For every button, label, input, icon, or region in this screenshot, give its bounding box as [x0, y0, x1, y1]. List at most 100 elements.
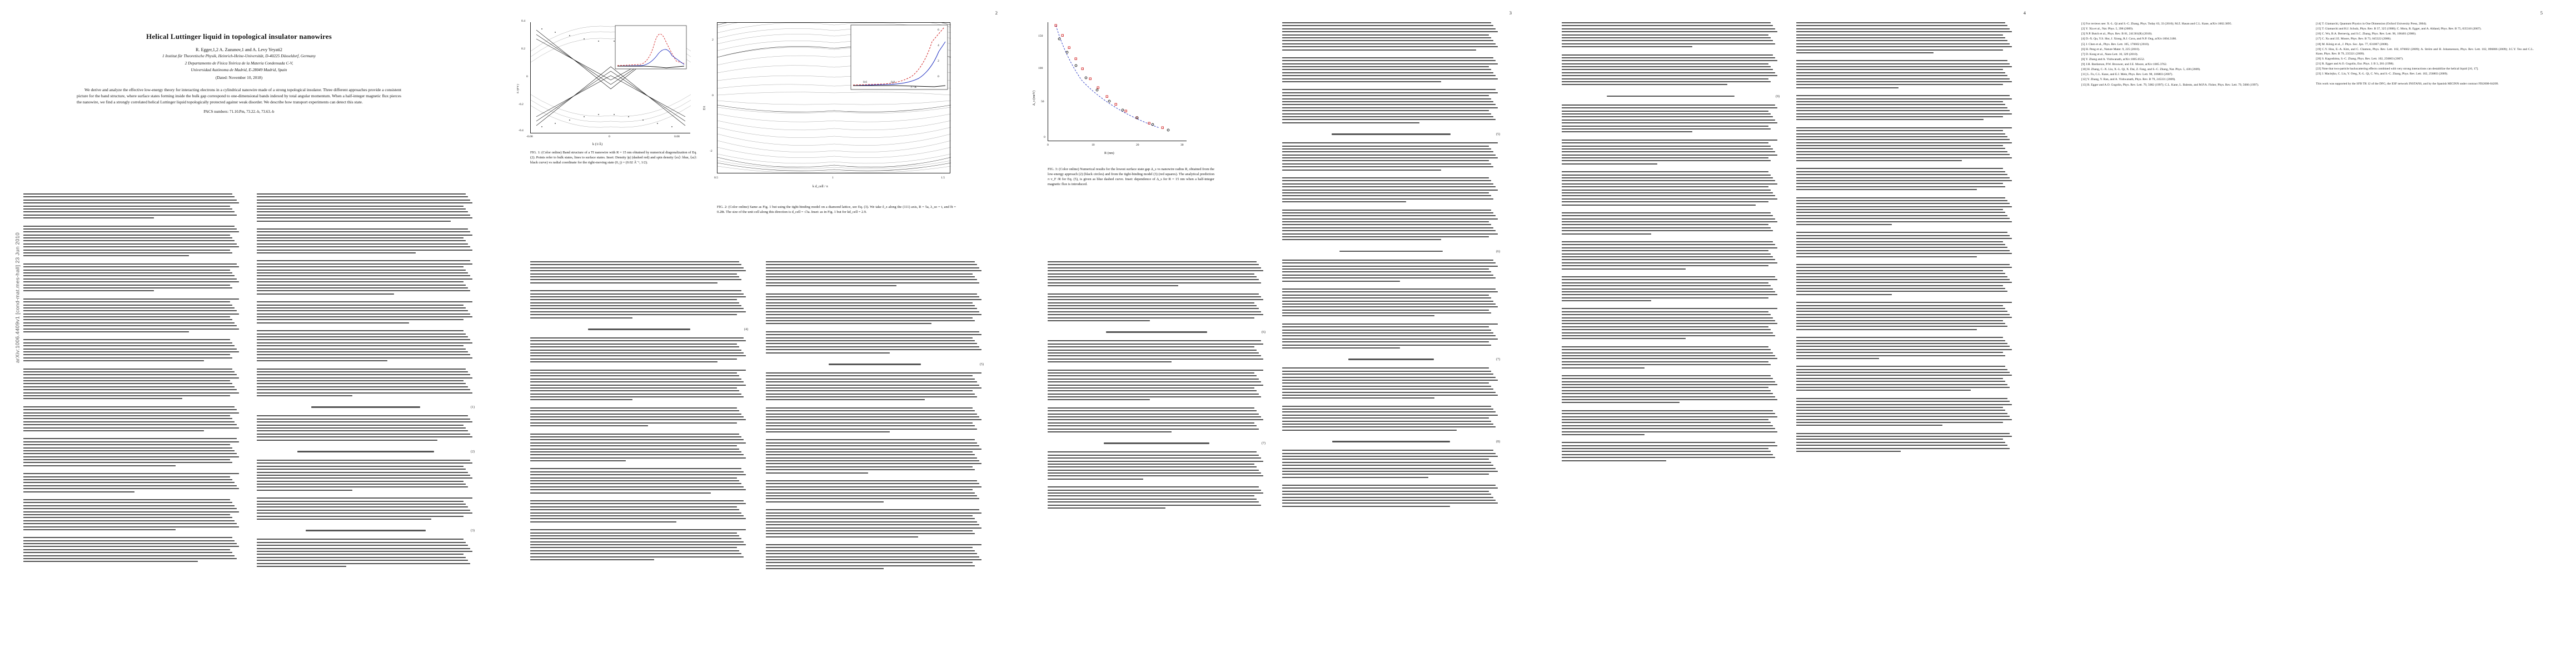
text-line — [23, 526, 239, 527]
text-line — [1282, 485, 1496, 486]
text-line — [23, 482, 235, 483]
text-line — [766, 276, 975, 277]
text-line — [1048, 414, 1259, 415]
text-line — [530, 535, 739, 536]
text-line — [1282, 122, 1419, 123]
text-line — [23, 235, 230, 236]
text-line — [257, 281, 464, 282]
text-line — [1796, 130, 2003, 131]
text-line — [1048, 285, 1178, 286]
text-line — [766, 556, 979, 558]
text-line — [1282, 89, 1496, 90]
text-line — [23, 395, 230, 396]
fig1-ytick-0.2: 0.2 — [521, 47, 525, 51]
page1-column-right: (1) (2) (3) — [257, 193, 475, 574]
text-line — [530, 340, 746, 341]
text-line — [530, 414, 741, 415]
text-line — [530, 483, 741, 484]
text-line — [257, 466, 464, 467]
text-line — [1048, 501, 1259, 502]
text-line — [1048, 499, 1257, 500]
paragraph-gap — [530, 429, 748, 434]
text-line — [257, 231, 470, 232]
text-line — [766, 429, 977, 430]
text-line — [1796, 308, 2005, 309]
text-line — [257, 293, 394, 295]
reference-item: [21] R. Egger and A.O. Gogolin, Eur. Phy… — [2316, 62, 2534, 67]
text-line — [530, 468, 741, 469]
text-line — [1796, 329, 1977, 330]
fig2-inset-ytick-2: 2 — [938, 59, 939, 63]
text-line — [1562, 233, 1651, 235]
text-line — [1282, 66, 1489, 67]
text-line — [1796, 22, 2005, 23]
text-line — [1796, 232, 2007, 233]
text-line — [1048, 355, 1261, 356]
text-line — [1048, 486, 1259, 487]
text-line — [1796, 442, 2005, 443]
text-line — [23, 285, 230, 286]
text-line — [1562, 37, 1771, 38]
text-line — [1562, 419, 1768, 420]
text-line — [23, 424, 237, 425]
text-line — [1282, 377, 1496, 378]
text-line — [530, 379, 741, 380]
text-line — [1796, 200, 2007, 201]
paragraph-gap — [1562, 207, 1780, 212]
text-line — [1048, 317, 1254, 318]
text-line — [257, 211, 468, 212]
text-line — [257, 307, 466, 308]
text-line — [766, 340, 975, 341]
figure-3-plot — [1048, 22, 1187, 141]
text-line — [1282, 151, 1493, 152]
text-line — [1796, 256, 1977, 257]
text-line — [1796, 34, 2003, 36]
text-line — [257, 330, 464, 331]
text-line — [1048, 387, 1254, 389]
text-line — [23, 307, 235, 308]
equation-body — [297, 451, 434, 452]
text-line — [1562, 256, 1773, 257]
paragraph-gap — [1282, 172, 1500, 177]
text-line — [257, 386, 468, 387]
text-line — [766, 466, 973, 467]
text-line — [1562, 253, 1771, 255]
text-line — [257, 339, 470, 340]
text-line — [1562, 282, 1768, 283]
text-line — [530, 532, 737, 534]
reference-item: [4] D.-X. Qu, Y.S. Hor, J. Xiong, R.J. C… — [2081, 37, 2299, 42]
text-line — [1562, 276, 1775, 277]
text-line — [1796, 37, 2005, 38]
text-line — [1562, 221, 1777, 222]
text-line — [766, 273, 973, 275]
text-line — [1796, 151, 2007, 152]
text-line — [1282, 25, 1493, 26]
text-line — [23, 488, 239, 489]
text-line — [1048, 276, 1257, 277]
fig3-ytick-100: 100 — [1038, 67, 1043, 70]
text-line — [1796, 212, 2005, 213]
text-line — [1562, 160, 1771, 161]
text-line — [257, 484, 466, 485]
paragraph-gap — [1282, 84, 1500, 89]
text-line — [1282, 323, 1498, 325]
text-line — [1562, 113, 1771, 115]
text-line — [1282, 465, 1493, 466]
figure-1-plot — [531, 22, 691, 133]
text-line — [1048, 425, 1257, 426]
text-line — [1562, 122, 1777, 123]
text-line — [766, 463, 981, 464]
text-line — [257, 469, 466, 470]
text-line — [23, 473, 239, 474]
text-line — [1282, 415, 1498, 416]
text-line — [1796, 189, 1977, 190]
text-line — [1562, 323, 1777, 324]
text-line — [23, 255, 189, 256]
text-line — [766, 390, 973, 391]
reference-item: [7] D. Kong et al., Nano Lett. 10, 329 (… — [2081, 53, 2299, 57]
paragraph-gap — [23, 293, 241, 298]
text-line — [766, 524, 979, 525]
text-line — [1796, 340, 2005, 341]
text-line — [1282, 221, 1489, 222]
text-line — [1282, 335, 1496, 336]
